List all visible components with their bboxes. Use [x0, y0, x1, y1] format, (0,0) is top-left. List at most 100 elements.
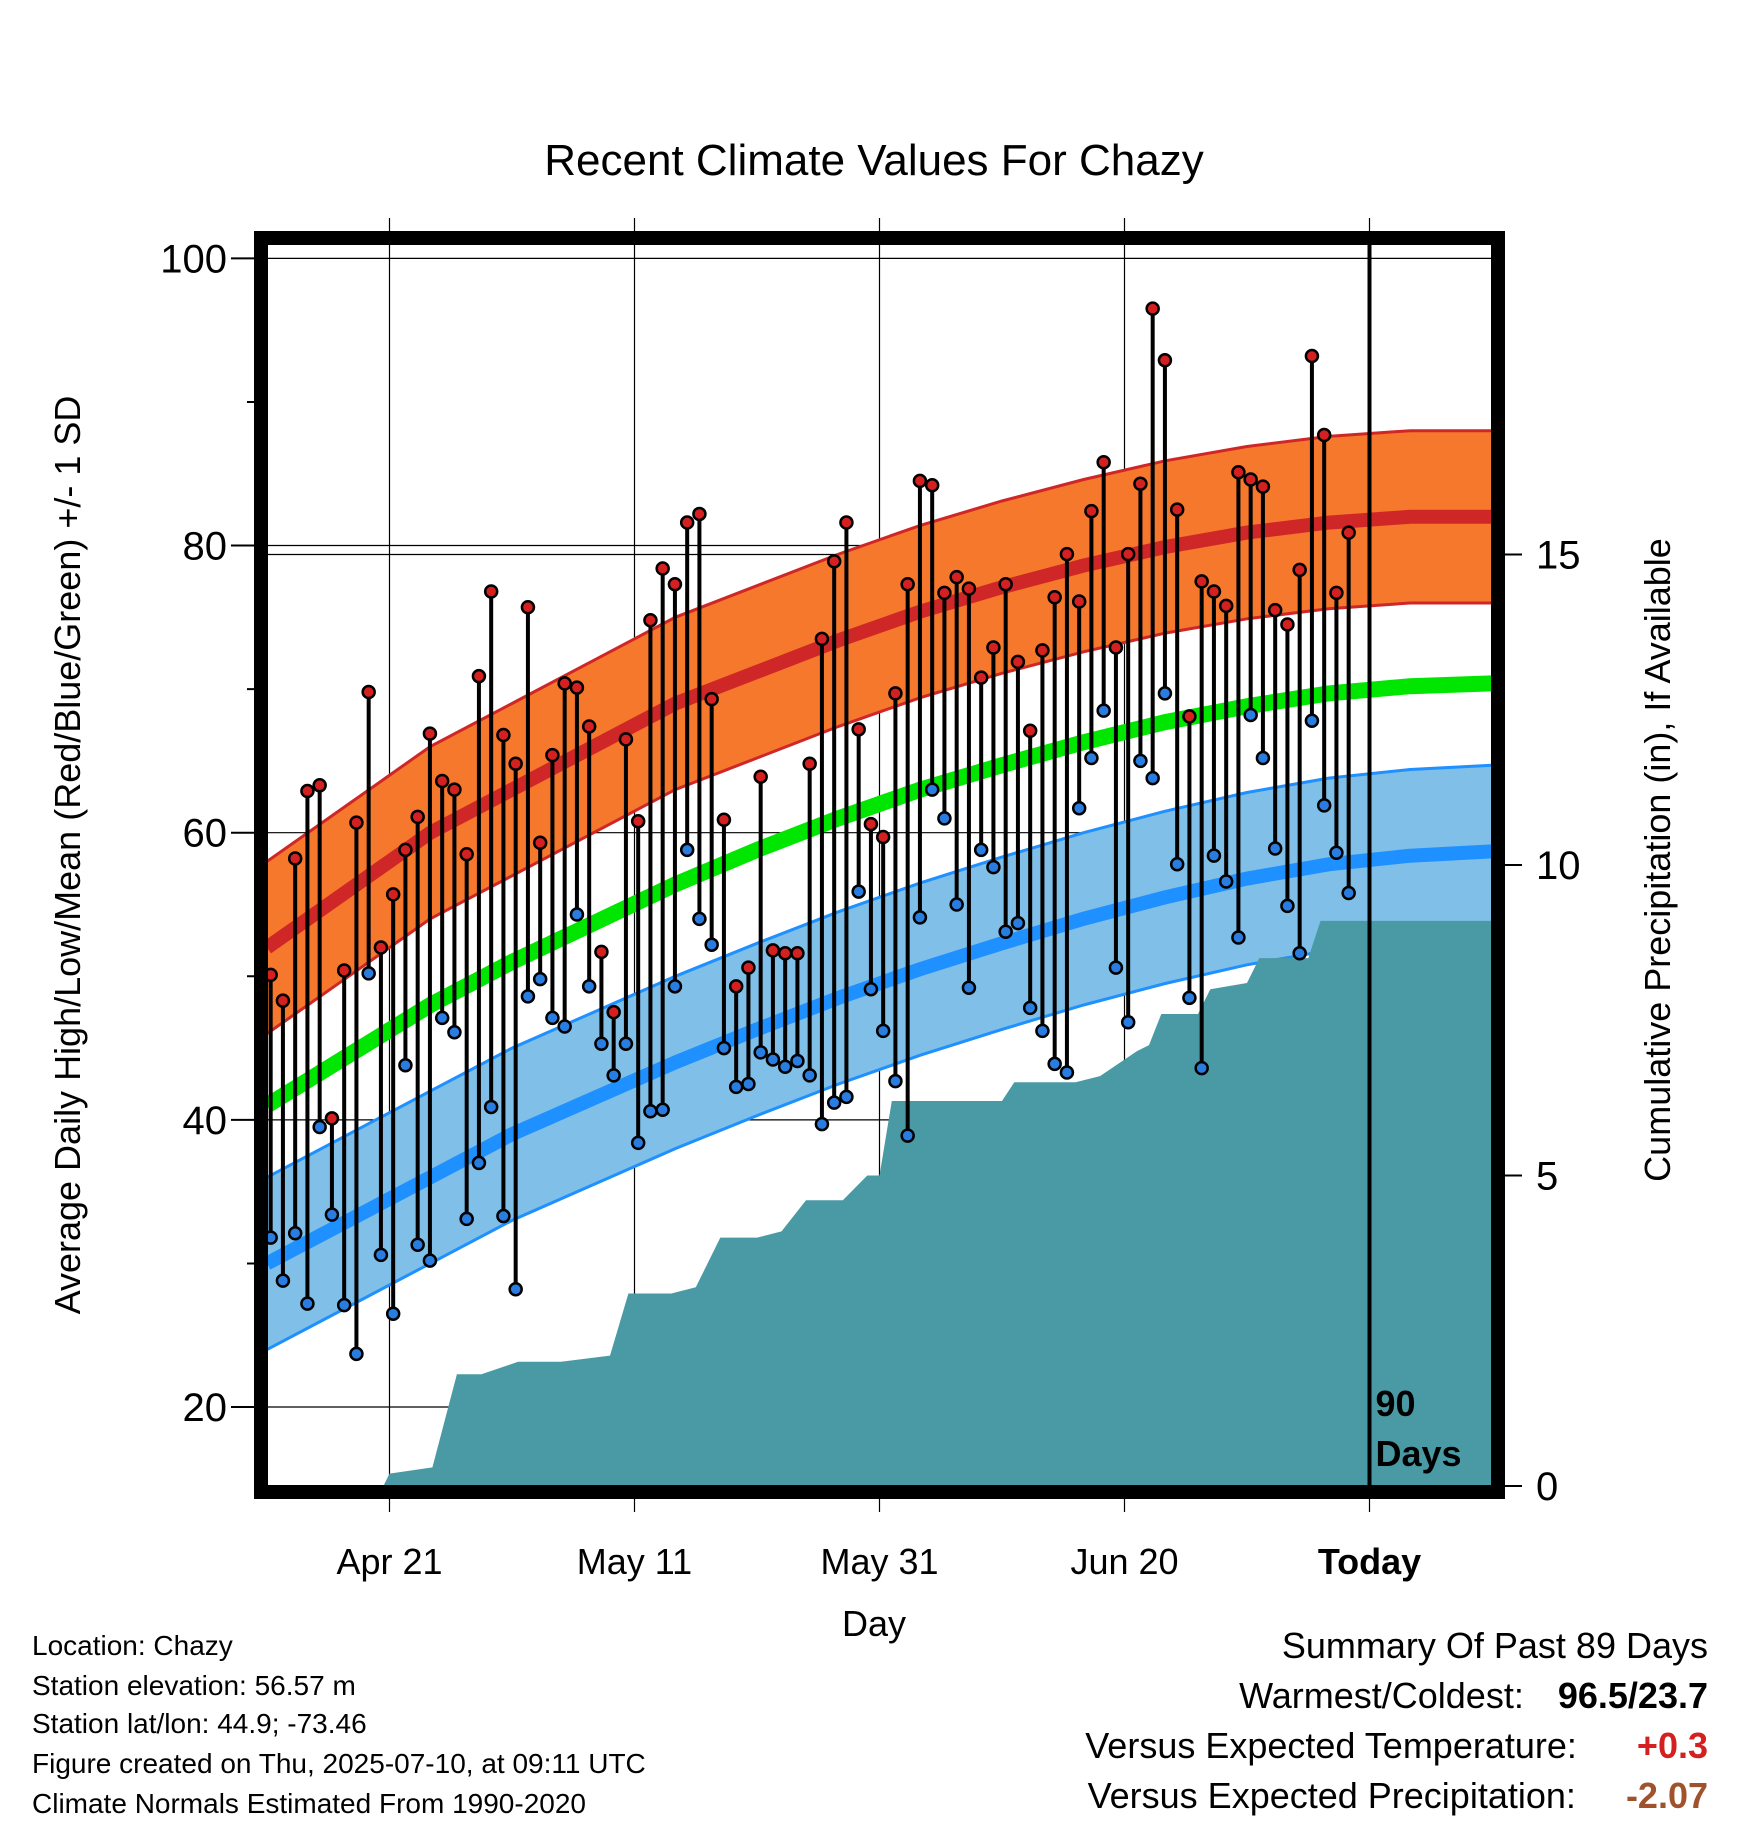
daily-low-point [545, 1010, 560, 1026]
normal-high-line [267, 509, 1492, 954]
daily-low-point [1304, 713, 1320, 728]
x-tick-label: May 31 [820, 1541, 938, 1582]
daily-high-point [1304, 348, 1320, 364]
daily-low-point [728, 1079, 744, 1095]
daily-high-point [398, 842, 413, 858]
daily-low-point [863, 981, 879, 997]
daily-high-point [1218, 598, 1234, 614]
daily-low-point [483, 1099, 499, 1115]
y-axis-label: Average Daily High/Low/Mean (Red/Blue/Gr… [47, 396, 88, 1315]
daily-high-point [716, 812, 732, 828]
daily-low-point [1035, 1023, 1050, 1039]
daily-low-point [1267, 841, 1283, 856]
daily-high-point [520, 600, 536, 615]
daily-high-point [1206, 584, 1222, 599]
daily-low-point [459, 1211, 474, 1227]
daily-low-point [998, 924, 1013, 940]
plot-frame [254, 231, 1505, 1499]
daily-high-point [1084, 503, 1099, 519]
warm-cold-value: 96.5/23.7 [1557, 1675, 1708, 1716]
daily-high-point [1194, 574, 1209, 589]
y-tick-label: 20 [183, 1386, 228, 1430]
daily-low-point [287, 1226, 303, 1241]
daily-high-point [765, 943, 781, 958]
warm-cold-row: Warmest/Coldest: 96.5/23.7 [1239, 1675, 1708, 1717]
daily-high-point [973, 670, 989, 685]
daily-low-point [385, 1306, 401, 1321]
daily-high-point [728, 979, 744, 994]
daily-low-point [532, 971, 548, 987]
y-tick-label: 100 [160, 237, 227, 281]
daily-high-point [1243, 472, 1258, 487]
location-text: Location: Chazy [32, 1630, 233, 1661]
daily-low-point [839, 1089, 854, 1105]
precip-row: Versus Expected Precipitation: -2.07 [1088, 1775, 1708, 1817]
normal-high-band [267, 430, 1492, 1034]
daily-low-point [949, 897, 964, 912]
daily-low-point [924, 782, 940, 797]
daily-high-point [434, 773, 450, 789]
daily-high-point [998, 577, 1013, 592]
daily-low-point [349, 1346, 364, 1362]
daily-high-point [1341, 525, 1356, 540]
daily-high-point [777, 946, 793, 961]
daily-high-point [875, 829, 891, 845]
daily-low-point [1010, 915, 1026, 931]
daily-high-point [459, 846, 474, 862]
summary-heading: Summary Of Past 89 Days [1281, 1625, 1708, 1666]
y2-tick-label: 10 [1536, 844, 1581, 888]
x-tick-label: Today [1318, 1541, 1421, 1582]
precip-label: Versus Expected Precipitation: [1087, 1775, 1576, 1816]
daily-high-point [508, 756, 523, 772]
daily-low-point [777, 1059, 793, 1074]
daily-high-point [643, 612, 658, 628]
daily-low-point [1280, 898, 1295, 914]
chart-title: Recent Climate Values For Chazy [544, 136, 1203, 185]
daily-low-point [1071, 801, 1087, 816]
temp-row: Versus Expected Temperature: +0.3 [1085, 1725, 1708, 1767]
daily-low-point [1218, 874, 1234, 889]
today-days-number: 90 [1376, 1383, 1416, 1424]
daily-low-point [1169, 857, 1185, 872]
daily-high-point [839, 515, 854, 530]
daily-low-point [1120, 1014, 1136, 1030]
daily-high-point [287, 851, 303, 866]
daily-high-point [532, 835, 548, 850]
daily-high-point [557, 676, 572, 691]
plot-area: 90 Days 20 40 60 80 100 0 5 10 15 Apr 21 May 11 May 3… [160, 218, 1581, 1582]
daily-low-point [716, 1040, 732, 1056]
y2-tick-label: 0 [1536, 1465, 1558, 1509]
normal-high-band-lower-edge [267, 601, 1492, 1035]
daily-low-point [851, 884, 866, 899]
daily-low-point [361, 966, 376, 981]
daily-high-point [1120, 546, 1136, 562]
normal-low-band-lower-edge [267, 936, 1492, 1351]
daily-low-point [1316, 798, 1332, 813]
daily-high-point [1096, 454, 1111, 470]
daily-low-point [398, 1058, 413, 1073]
precip-area [267, 920, 1492, 1486]
daily-low-point [692, 911, 707, 927]
daily-high-point [496, 727, 511, 743]
daily-high-point [986, 640, 1001, 655]
daily-low-point [655, 1102, 670, 1118]
daily-high-point [1316, 427, 1332, 443]
daily-high-point [275, 993, 291, 1008]
daily-low-point [1022, 1000, 1038, 1016]
daily-low-point [1329, 845, 1344, 861]
daily-low-point [300, 1296, 315, 1311]
daily-low-point [1231, 930, 1246, 945]
daily-high-point [667, 577, 683, 592]
daily-low-point [1243, 707, 1258, 723]
daily-low-point [973, 842, 989, 858]
daily-low-point [434, 1010, 450, 1026]
daily-low-point [1182, 990, 1197, 1006]
daily-low-point [581, 979, 597, 994]
daily-low-point [753, 1045, 768, 1060]
daily-low-point [496, 1208, 511, 1224]
daily-high-point [1280, 617, 1295, 632]
x-tick-label: Jun 20 [1070, 1541, 1178, 1582]
daily-low-point [594, 1036, 609, 1052]
daily-high-point [888, 686, 903, 701]
daily-high-point [569, 680, 585, 695]
